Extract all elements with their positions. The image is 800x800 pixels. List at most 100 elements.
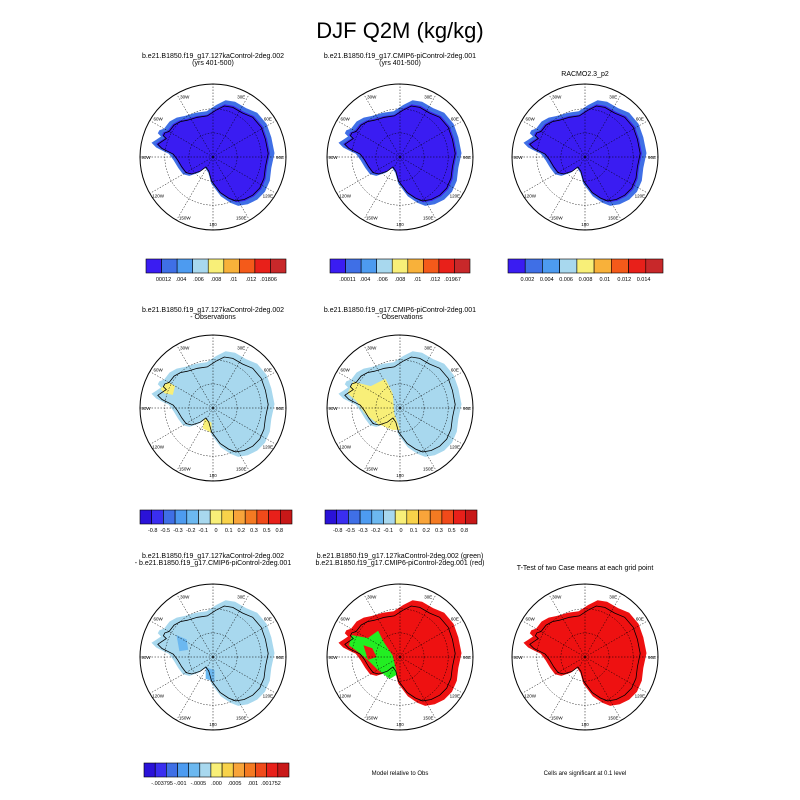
- colorbar-tick-label: -0.2: [371, 528, 380, 534]
- longitude-label: 30W: [180, 94, 190, 99]
- colorbar-swatch: [174, 509, 188, 525]
- map-boundary: [511, 83, 659, 231]
- longitude-label: 90E: [463, 406, 471, 411]
- colorbar-swatch: [209, 509, 223, 525]
- map-panel: b.e21.B1850.f19_g17.127kaControl-2deg.00…: [135, 553, 292, 787]
- meridian-line: [363, 407, 401, 472]
- polar-map: 30W 30E 60W 60E 90W 90E 120W 120E 150W 150E 180: [139, 583, 287, 731]
- longitude-label: 120W: [339, 193, 352, 198]
- meridian-line: [584, 656, 622, 721]
- colorbar-tick-label: .01: [230, 277, 238, 283]
- colorbar-tick-label: -0.3: [173, 528, 182, 534]
- longitude-label: 60E: [636, 117, 644, 122]
- meridian-line: [399, 656, 464, 694]
- colorbar-swatch: [391, 258, 409, 274]
- colorbar-swatch: [345, 258, 362, 274]
- colorbar-swatch: [628, 258, 647, 274]
- longitude-label: 180: [209, 473, 217, 478]
- colorbar-swatch: [223, 258, 240, 274]
- colorbar: 00012 .004 .006 .008 .01 .012.01806: [145, 258, 287, 283]
- polar-map: 30W 30E 60W 60E 90W 90E 120W 120E 150W 150E 180: [139, 83, 287, 231]
- longitude-label: 180: [209, 222, 217, 227]
- colorbar-tick-label: -0.8: [333, 528, 342, 534]
- colorbar-tick-label: .008: [211, 277, 222, 283]
- longitude-label: 120W: [524, 693, 537, 698]
- colorbar-tick-label: 0.01: [600, 277, 611, 283]
- longitude-label: 120E: [263, 193, 274, 198]
- map-boundary: [139, 334, 287, 482]
- longitude-label: 30E: [237, 594, 245, 599]
- longitude-label: 90E: [276, 406, 284, 411]
- longitude-label: 150E: [236, 216, 247, 221]
- meridian-line: [336, 156, 401, 194]
- colorbar-tick-label: .004: [176, 277, 187, 283]
- colorbar-tick-label: 0.1: [410, 528, 418, 534]
- longitude-label: 120E: [450, 693, 461, 698]
- colorbar-swatch: [406, 509, 419, 525]
- coastline: [157, 356, 269, 453]
- colorbar-swatch: [192, 258, 209, 274]
- colorbar-swatch: [336, 509, 349, 525]
- colorbar-tick-label: -.001: [174, 781, 187, 787]
- longitude-label: 90W: [141, 406, 151, 411]
- meridian-line: [521, 620, 586, 658]
- longitude-label: 60W: [525, 117, 535, 122]
- longitude-label: 90W: [513, 155, 523, 160]
- colorbar-swatch: [233, 509, 246, 525]
- colorbar-swatch: [610, 258, 629, 274]
- meridian-line: [212, 156, 277, 194]
- meridian-line: [363, 93, 401, 158]
- longitude-label: 90E: [276, 655, 284, 660]
- longitude-label: 90W: [141, 155, 151, 160]
- longitude-label: 60W: [525, 617, 535, 622]
- longitude-label: 150W: [551, 216, 564, 221]
- longitude-label: 120W: [152, 444, 165, 449]
- colorbar-tick-label: .01: [414, 277, 422, 283]
- longitude-label: 30E: [424, 594, 432, 599]
- longitude-label: 90W: [328, 655, 338, 660]
- colorbar-swatch: [145, 258, 162, 274]
- colorbar-swatch: [244, 762, 256, 778]
- longitude-label: 120E: [263, 693, 274, 698]
- positive-anomaly: [160, 381, 175, 395]
- polar-map: 30W 30E 60W 60E 90W 90E 120W 120E 150W 150E 180: [326, 83, 474, 231]
- panel-title-line1: RACMO2.3_p2: [561, 71, 609, 78]
- meridian-line: [399, 344, 437, 409]
- meridian-line: [363, 156, 401, 221]
- map-boundary: [326, 334, 474, 482]
- colorbar-swatch: [163, 509, 176, 525]
- colorbar-tick-label: 0: [214, 528, 217, 534]
- colorbar-tick-label: 0.014: [637, 277, 651, 283]
- meridian-line: [548, 593, 586, 658]
- polar-map: 30W 30E 60W 60E 90W 90E 120W 120E 150W 150E 180: [139, 334, 287, 482]
- meridian-line: [521, 156, 586, 194]
- meridian-line: [399, 371, 464, 409]
- colorbar-tick-label: 0.3: [435, 528, 443, 534]
- meridian-line: [399, 407, 437, 472]
- colorbar-tick-label: 0.5: [448, 528, 456, 534]
- longitude-label: 90E: [648, 655, 656, 660]
- meridian-line: [212, 656, 250, 721]
- meridian-line: [548, 93, 586, 158]
- colorbar-tick-label: 0.8: [275, 528, 283, 534]
- colorbar-swatch: [438, 258, 455, 274]
- meridian-line: [212, 620, 277, 658]
- longitude-label: 150E: [423, 716, 434, 721]
- colorbar-tick-label: 0.002: [521, 277, 535, 283]
- longitude-label: 180: [581, 222, 589, 227]
- longitude-label: 30W: [367, 345, 377, 350]
- map-boundary: [326, 83, 474, 231]
- colorbar-swatch: [268, 509, 281, 525]
- coastline: [157, 605, 269, 702]
- meridian-line: [212, 407, 250, 472]
- coastline: [344, 356, 456, 453]
- colorbar-swatch: [177, 762, 189, 778]
- meridian-line: [212, 344, 250, 409]
- colorbar-swatch: [464, 509, 478, 525]
- colorbar: -.003795 -.001 -.0005 .000 .0005 .001.001752: [143, 762, 290, 787]
- longitude-label: 30W: [552, 594, 562, 599]
- panel-title-line2: b.e21.B1850.f19_g17.CMIP6-piControl-2deg…: [316, 560, 485, 567]
- colorbar-swatch: [256, 509, 269, 525]
- longitude-label: 90E: [463, 155, 471, 160]
- longitude-label: 30E: [237, 345, 245, 350]
